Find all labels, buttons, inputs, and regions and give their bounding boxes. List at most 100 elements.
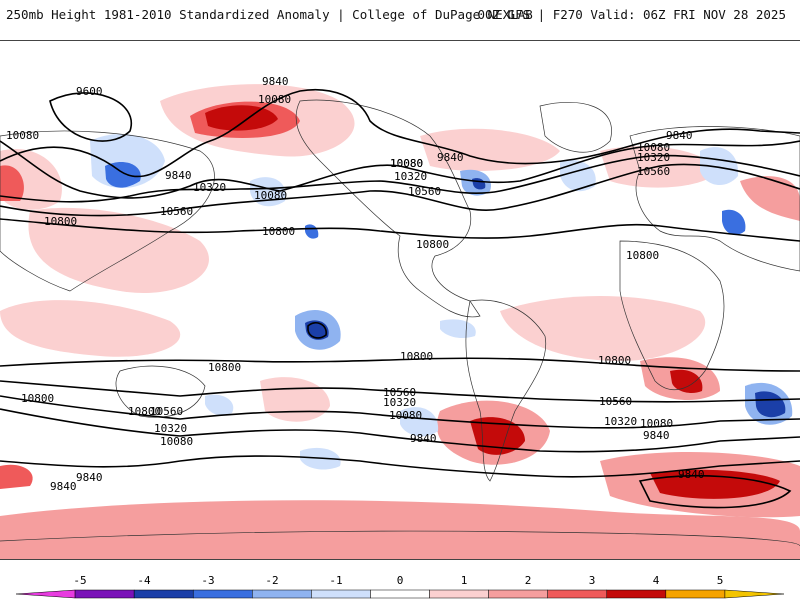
contour-9600 bbox=[49, 92, 133, 142]
contour-10080-south bbox=[0, 408, 800, 453]
colorbar-swatch bbox=[15, 589, 76, 599]
contour-label: 10080 bbox=[389, 409, 422, 422]
contour-10560-south bbox=[0, 380, 800, 403]
anomaly-positive-area bbox=[500, 296, 706, 361]
contour-label: 9840 bbox=[643, 429, 670, 442]
anomaly-negative-area bbox=[205, 394, 234, 416]
coastline-greenland bbox=[539, 102, 612, 153]
anomaly-negative-area bbox=[440, 319, 476, 339]
model-run-label: 00Z GFS | F270 Valid: 06Z FRI NOV 28 202… bbox=[477, 7, 786, 22]
anomaly-positive-area bbox=[740, 176, 800, 221]
contour-label: 10800 bbox=[21, 392, 54, 405]
map-canvas: 9600 9840 10080 10080 10080 9840 10320 1… bbox=[0, 75, 800, 559]
colorbar-tick-label: 0 bbox=[397, 574, 404, 587]
contour-label: 10800 bbox=[416, 238, 449, 251]
contour-label: 10080 bbox=[640, 417, 673, 430]
anomaly-positive-area bbox=[0, 165, 24, 201]
colorbar-ticks: -5 -4 -3 -2 -1 0 1 2 3 4 5 bbox=[73, 574, 723, 587]
anomaly-positive-area bbox=[0, 464, 33, 489]
contour-label: 10800 bbox=[128, 405, 161, 418]
contour-label: 10320 bbox=[394, 170, 427, 183]
colorbar-swatch bbox=[547, 589, 608, 599]
contour-label: 10080 bbox=[390, 157, 423, 170]
colorbar-tick-label: -3 bbox=[201, 574, 214, 587]
contour-label: 9840 bbox=[678, 468, 705, 481]
height-contours bbox=[0, 89, 800, 509]
contour-label: 9840 bbox=[76, 471, 103, 484]
contour-label: 9840 bbox=[165, 169, 192, 182]
colorbar-swatch bbox=[252, 589, 312, 599]
contour-10800-south bbox=[0, 357, 800, 372]
contour-label: 10320 bbox=[604, 415, 637, 428]
header-bar: 250mb Height 1981-2010 Standardized Anom… bbox=[0, 0, 800, 40]
anomaly-positive-area bbox=[28, 207, 209, 293]
contour-10080-north bbox=[0, 140, 800, 199]
colorbar-swatch bbox=[665, 589, 726, 599]
contour-label: 9840 bbox=[666, 129, 693, 142]
contour-label: 10800 bbox=[208, 361, 241, 374]
contour-label: 10560 bbox=[599, 395, 632, 408]
contour-label: 10560 bbox=[160, 205, 193, 218]
contour-10320-north bbox=[0, 154, 800, 203]
colorbar: -5 -4 -3 -2 -1 0 1 2 3 4 5 bbox=[0, 570, 800, 600]
contour-label: 10800 bbox=[626, 249, 659, 262]
anomaly-negative-area bbox=[105, 161, 141, 188]
anomaly-positive-area bbox=[260, 377, 330, 422]
anomaly-negative-area bbox=[700, 147, 739, 186]
contour-label: 10800 bbox=[262, 225, 295, 238]
contour-label: 10320 bbox=[383, 396, 416, 409]
colorbar-swatch bbox=[429, 589, 489, 599]
colorbar-swatch bbox=[724, 589, 785, 599]
colorbar-swatch bbox=[311, 589, 371, 599]
colorbar-svg: -5 -4 -3 -2 -1 0 1 2 3 4 5 bbox=[15, 574, 785, 599]
colorbar-swatch bbox=[192, 589, 253, 599]
contour-label: 9840 bbox=[410, 432, 437, 445]
coastline-eurasia bbox=[629, 126, 800, 272]
colorbar-tick-label: -2 bbox=[265, 574, 278, 587]
anomaly-negative-area bbox=[400, 407, 439, 437]
contour-label: 10080 bbox=[390, 157, 423, 170]
contour-9840-south bbox=[0, 455, 800, 478]
contour-label: 10560 bbox=[637, 165, 670, 178]
contour-closed-low bbox=[307, 322, 327, 339]
contour-9840-north bbox=[0, 89, 800, 178]
contour-label: 10080 bbox=[258, 93, 291, 106]
map-panel[interactable]: 9600 9840 10080 10080 10080 9840 10320 1… bbox=[0, 40, 800, 560]
anomaly-positive-area bbox=[0, 300, 181, 357]
colorbar-swatch bbox=[606, 589, 667, 599]
contour-label: 9840 bbox=[437, 151, 464, 164]
contour-10320-south bbox=[0, 395, 800, 429]
colorbar-swatch bbox=[133, 589, 194, 599]
anomaly-negative-area bbox=[305, 224, 319, 239]
contour-label: 10560 bbox=[150, 405, 183, 418]
colorbar-tick-label: 5 bbox=[717, 574, 724, 587]
coastline-australia bbox=[115, 365, 206, 418]
contour-label: 10320 bbox=[637, 151, 670, 164]
contour-label: 10320 bbox=[193, 181, 226, 194]
coastline-europe-west bbox=[0, 130, 215, 292]
anomaly-positive-area bbox=[205, 105, 278, 131]
contour-label: 10800 bbox=[598, 354, 631, 367]
contour-labels: 9600 9840 10080 10080 10080 9840 10320 1… bbox=[6, 75, 705, 493]
colorbar-tick-label: 1 bbox=[461, 574, 468, 587]
contour-label: 10800 bbox=[44, 215, 77, 228]
coastlines bbox=[0, 99, 800, 547]
contour-label: 9600 bbox=[76, 85, 103, 98]
colorbar-swatch bbox=[370, 589, 430, 599]
coastline-antarctica bbox=[0, 530, 800, 547]
contour-label: 10080 bbox=[6, 129, 39, 142]
anomaly-negative-area bbox=[722, 209, 746, 235]
contour-label: 9840 bbox=[262, 75, 289, 88]
map-title: 250mb Height 1981-2010 Standardized Anom… bbox=[6, 7, 533, 22]
anomaly-positive-area bbox=[670, 369, 703, 394]
contour-label: 10320 bbox=[154, 422, 187, 435]
colorbar-swatch bbox=[488, 589, 548, 599]
colorbar-tick-label: 3 bbox=[589, 574, 596, 587]
coastline-africa bbox=[619, 240, 725, 390]
contour-label: 10080 bbox=[254, 189, 287, 202]
colorbar-tick-label: -1 bbox=[329, 574, 342, 587]
colorbar-swatch bbox=[74, 589, 135, 599]
contour-label: 10560 bbox=[383, 386, 416, 399]
anomaly-negative-area bbox=[560, 159, 596, 192]
colorbar-tick-label: 2 bbox=[525, 574, 532, 587]
